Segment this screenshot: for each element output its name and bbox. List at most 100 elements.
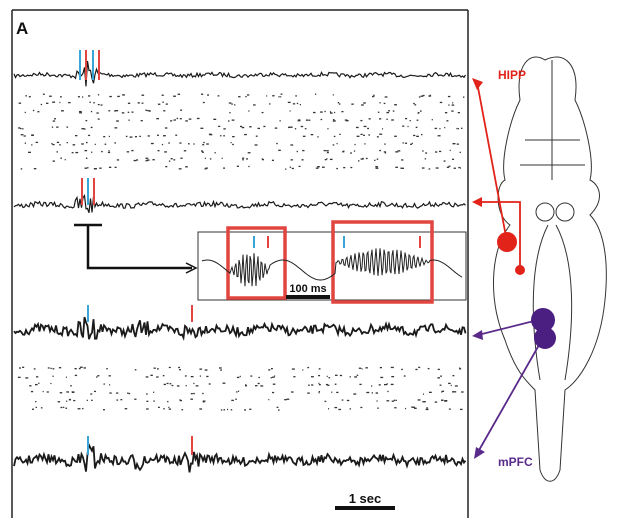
spike-raster — [133, 159, 137, 162]
spike-raster — [365, 367, 368, 369]
spike-raster — [456, 127, 458, 130]
spike-raster — [336, 391, 339, 394]
spike-raster — [56, 151, 58, 153]
spike-raster — [338, 408, 342, 411]
spike-raster — [116, 159, 120, 161]
spike-raster — [290, 144, 294, 146]
spike-raster — [108, 150, 110, 152]
spike-raster — [24, 142, 27, 144]
spike-raster — [297, 119, 301, 121]
spike-raster — [318, 382, 320, 385]
spike-raster — [258, 376, 260, 379]
spike-raster — [457, 128, 459, 130]
spike-raster — [242, 159, 244, 161]
spike-raster — [421, 133, 423, 136]
spike-raster — [24, 111, 26, 114]
spike-raster — [428, 95, 432, 97]
spike-raster — [72, 144, 76, 146]
spike-raster — [364, 143, 366, 145]
spike-raster — [168, 142, 170, 144]
spike-raster — [200, 127, 204, 129]
spike-raster — [249, 408, 252, 410]
spike-raster — [404, 142, 408, 144]
spike-raster — [168, 406, 170, 408]
spike-raster — [199, 408, 203, 410]
spike-raster — [99, 167, 102, 169]
spike-raster — [179, 118, 182, 120]
spike-raster — [201, 151, 204, 153]
spike-raster — [349, 408, 352, 410]
spike-raster — [334, 111, 336, 114]
spike-raster — [74, 374, 78, 377]
spike-raster — [255, 385, 258, 387]
spike-raster — [21, 134, 24, 136]
spike-raster — [444, 112, 448, 114]
spike-raster — [391, 375, 395, 378]
spike-raster — [178, 168, 182, 170]
spike-raster — [184, 375, 187, 377]
spike-raster — [424, 401, 426, 403]
spike-raster — [145, 376, 149, 378]
spike-raster — [420, 95, 424, 97]
spike-raster — [255, 135, 258, 137]
spike-raster — [74, 368, 77, 370]
spike-raster — [308, 384, 310, 386]
spike-raster — [206, 143, 209, 145]
brain-structure — [555, 202, 575, 222]
spike-raster — [394, 104, 397, 106]
spike-raster — [318, 368, 321, 370]
spike-raster — [180, 109, 183, 111]
spike-raster — [448, 165, 451, 167]
spike-raster — [452, 391, 454, 393]
lfp-trace — [13, 194, 466, 213]
spike-raster — [245, 95, 247, 98]
spike-raster — [64, 159, 66, 161]
spike-raster — [452, 375, 455, 377]
spike-raster — [421, 167, 425, 169]
spike-raster — [417, 399, 421, 401]
spike-raster — [59, 392, 63, 394]
spike-raster — [18, 376, 21, 379]
spike-raster — [134, 369, 137, 371]
spike-raster — [65, 376, 67, 378]
spike-raster — [291, 167, 294, 170]
spike-raster — [231, 399, 234, 402]
spike-raster — [274, 375, 276, 377]
spike-raster — [458, 166, 460, 169]
spike-raster — [368, 134, 371, 136]
spike-raster — [324, 110, 326, 113]
spike-raster — [363, 102, 366, 104]
spike-raster — [342, 151, 345, 153]
spike-raster — [169, 383, 172, 385]
spike-raster — [386, 383, 388, 385]
spike-raster — [448, 382, 451, 385]
spike-raster — [47, 367, 50, 369]
spike-raster — [383, 151, 386, 153]
spike-raster — [441, 391, 443, 393]
spike-raster — [163, 135, 166, 137]
spike-raster — [379, 118, 382, 120]
spike-raster — [377, 407, 379, 409]
spike-raster — [128, 119, 130, 121]
spike-raster — [35, 406, 37, 409]
spike-raster — [166, 382, 169, 385]
spike-raster — [129, 136, 133, 138]
spike-raster — [439, 101, 443, 104]
spike-raster — [106, 368, 108, 370]
spike-raster — [372, 95, 375, 98]
spike-raster — [325, 383, 329, 386]
spike-raster — [453, 391, 457, 393]
spike-raster — [413, 134, 416, 137]
spike-raster — [439, 127, 441, 130]
spike-raster — [298, 165, 301, 168]
spike-raster — [437, 368, 440, 371]
spike-raster — [161, 94, 164, 96]
spike-raster — [295, 95, 297, 97]
spike-raster — [20, 168, 23, 170]
spike-raster — [434, 127, 437, 130]
spike-raster — [204, 168, 207, 170]
spike-raster — [147, 135, 150, 137]
spike-raster — [414, 104, 417, 106]
spike-raster — [83, 128, 86, 130]
spike-raster — [115, 110, 119, 112]
